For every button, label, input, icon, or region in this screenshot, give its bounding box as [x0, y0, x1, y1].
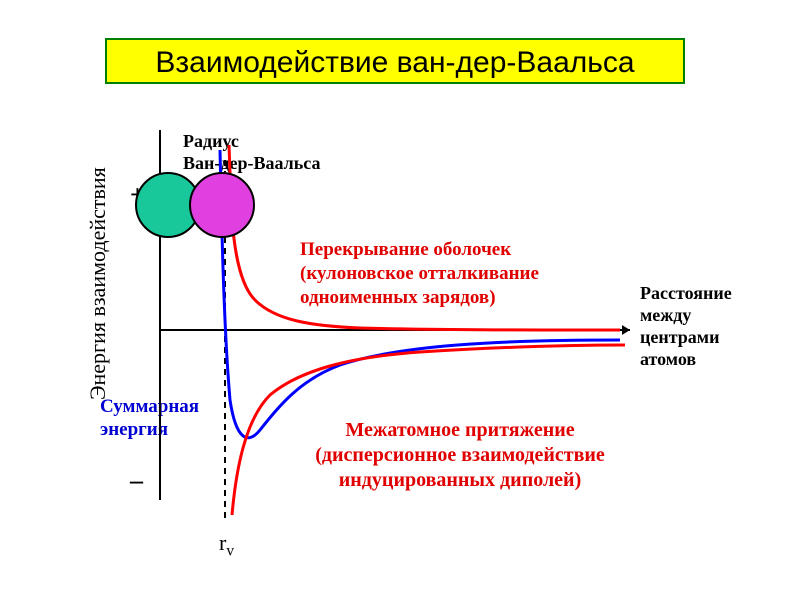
atom-right	[190, 173, 254, 237]
plot-svg	[0, 0, 800, 600]
blue-sum-curve	[220, 150, 620, 438]
diagram-stage: { "canvas": { "width": 800, "height": 60…	[0, 0, 800, 600]
red-repulsion-curve	[229, 145, 620, 330]
red-attraction-curve	[232, 345, 625, 515]
